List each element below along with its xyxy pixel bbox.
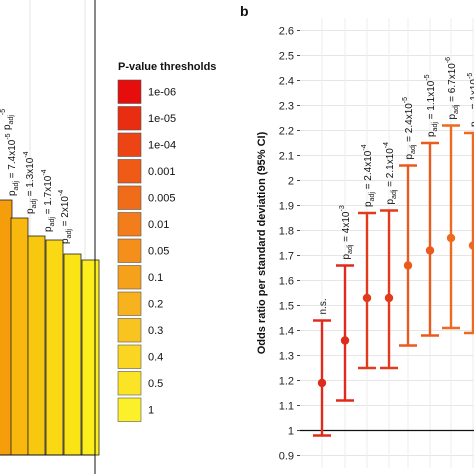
point-estimate [340, 336, 350, 345]
point-estimate [425, 246, 435, 255]
bar-annotation: padj = 1.7x10-4 [41, 169, 56, 232]
panel-label-b: b [240, 3, 249, 19]
point-estimate [317, 378, 327, 388]
y-tick-label: 1.4 [279, 326, 294, 338]
bar-annotation: padj = 2x10-4 [58, 190, 73, 244]
y-tick-label: 1.3 [279, 351, 294, 363]
legend-swatch [117, 159, 142, 184]
point-estimate [403, 261, 413, 270]
legend-label: 0.005 [148, 192, 176, 204]
legend-label: 1e-05 [148, 113, 176, 125]
point-annotation: padj = 1x10-5 [467, 73, 474, 127]
odds-ratio-y-axis-label: Odds ratio per standard deviation (95% C… [256, 131, 268, 354]
y-tick-label: 2.5 [279, 51, 294, 63]
odds-ratio-grid [300, 18, 474, 468]
point-annotation: padj = 2.1x10-4 [383, 142, 398, 205]
legend-swatch [117, 291, 142, 316]
point-estimate [384, 293, 394, 303]
y-tick-label: 2.2 [279, 126, 294, 138]
y-tick-label: 2.3 [279, 101, 294, 113]
y-tick-label: 1.6 [279, 276, 294, 288]
y-tick-label: 1.2 [279, 376, 294, 388]
legend-label: 1e-04 [148, 139, 176, 151]
legend-label: 0.1 [148, 272, 163, 284]
y-tick-label: 2.6 [279, 26, 294, 38]
point-annotation: padj = 6.7x10-6 [445, 57, 460, 120]
legend-label: 0.3 [148, 325, 163, 337]
odds-ratio-annotations: n.s. padj = 4x10-3 padj = 2.4x10-4 padj = 2… [318, 57, 474, 315]
bar-chart-bars [0, 199, 100, 456]
point-annotation: padj = 2.4x10-4 [361, 144, 376, 207]
legend-label: 0.2 [148, 298, 163, 310]
legend-swatch [117, 212, 142, 237]
bar [0, 199, 13, 456]
bar-annotation: padj = 7.4x10-5 [5, 133, 20, 196]
y-tick-label: 1.9 [279, 201, 294, 213]
legend-label: 0.5 [148, 378, 163, 390]
legend-label: 1 [148, 404, 154, 416]
odds-ratio-panel: b Odds ratio per standard deviation (95%… [240, 3, 474, 468]
legend-swatch [117, 371, 142, 396]
legend-swatch [117, 265, 142, 290]
point-annotation: n.s. [318, 298, 329, 314]
legend-label: 0.4 [148, 351, 163, 363]
y-tick-label: 1.7 [279, 251, 294, 263]
legend-swatch [117, 318, 142, 343]
y-tick-label: 2 [288, 176, 294, 188]
legend-swatch [117, 132, 142, 157]
point-estimate [362, 293, 372, 303]
y-tick-label: 2.1 [279, 151, 294, 163]
legend-label: 0.01 [148, 219, 169, 231]
legend-swatch [117, 106, 142, 131]
y-tick-label: 1.8 [279, 226, 294, 238]
legend-swatch [117, 185, 142, 210]
legend-entries: 1e-06 1e-05 1e-04 0.001 0.005 0.01 0.05 0.1 0.2 0… [117, 79, 176, 422]
pvalue-legend: P-value thresholds 1e-06 1e-05 1e-04 0.001 0… [117, 61, 216, 422]
bar [81, 259, 100, 456]
legend-swatch [117, 79, 142, 104]
odds-ratio-error-bars [313, 124, 474, 437]
legend-label: 0.001 [148, 166, 176, 178]
bar [27, 235, 46, 456]
legend-title: P-value thresholds [118, 61, 216, 73]
point-estimate [446, 233, 456, 243]
legend-label: 1e-06 [148, 86, 176, 98]
legend-swatch [117, 397, 142, 422]
bar-annotation: padj = 1.3x10-4 [23, 151, 38, 214]
bar [63, 253, 82, 456]
point-estimate [468, 241, 474, 250]
point-annotation: padj = 4x10-3 [339, 205, 354, 259]
y-tick-label: 1.5 [279, 301, 294, 313]
y-tick-label: 1 [288, 426, 294, 438]
y-tick-label: 0.9 [279, 451, 294, 463]
y-tick-label: 2.4 [279, 76, 294, 88]
legend-label: 0.05 [148, 245, 169, 257]
bar [10, 217, 29, 456]
point-annotation: padj = 2.4x10-5 [402, 97, 417, 160]
point-annotation: padj = 1.1x10-5 [424, 74, 439, 137]
odds-ratio-y-ticks: 0.9 1 1.1 1.2 1.3 1.4 1.5 1.6 1.7 1.8 1.9 2 2.1 2.2 2.… [279, 26, 300, 463]
legend-swatch [117, 344, 142, 369]
bar [45, 239, 64, 456]
legend-swatch [117, 238, 142, 263]
y-tick-label: 1.1 [279, 401, 294, 413]
bar-annotation: padj-5 [0, 109, 15, 130]
